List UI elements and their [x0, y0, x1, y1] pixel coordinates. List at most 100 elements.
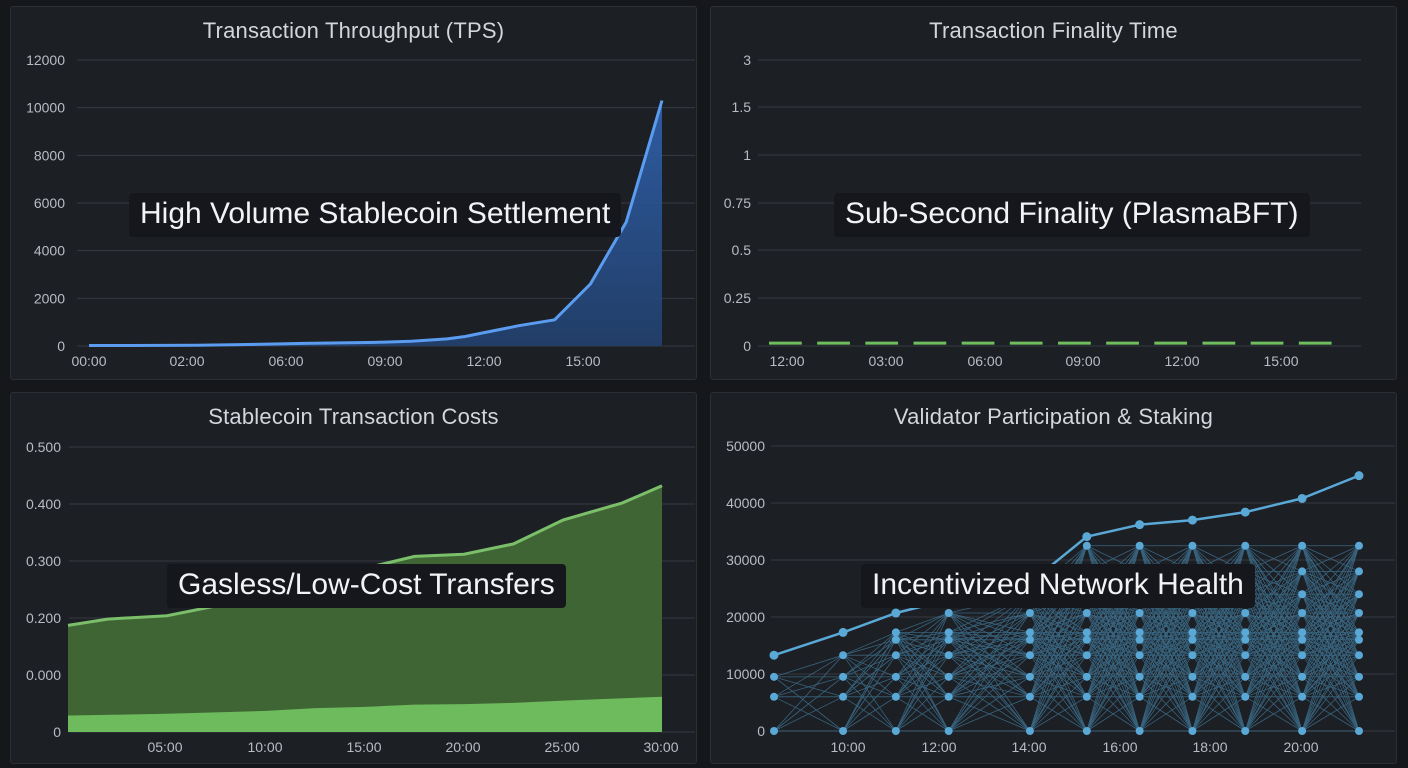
data-point	[1354, 471, 1364, 481]
node-point	[1082, 541, 1091, 550]
overlay-label: Incentivized Network Health	[861, 564, 1255, 608]
x-tick-label: 12:00	[466, 353, 501, 369]
node-point	[1355, 609, 1363, 618]
y-tick-label: 50000	[726, 438, 765, 454]
x-tick-label: 09:00	[1065, 353, 1100, 369]
node-point	[1025, 651, 1034, 660]
node-point	[891, 692, 900, 701]
node-point	[944, 692, 953, 701]
data-point	[1135, 520, 1145, 530]
y-tick-label: 2000	[34, 290, 65, 306]
node-point	[1298, 635, 1307, 644]
node-point	[1241, 651, 1250, 660]
node-point	[1188, 635, 1197, 644]
node-point	[1082, 635, 1091, 644]
node-point	[891, 651, 900, 660]
node-point	[1135, 727, 1144, 735]
data-point	[1297, 493, 1307, 503]
y-tick-label: 0.75	[724, 195, 751, 211]
x-tick-label: 10:00	[247, 739, 282, 755]
y-tick-label: 1	[743, 147, 751, 163]
x-tick-label: 15:00	[1263, 353, 1298, 369]
costs-chart: 0 0.000 0.200 0.300 0.400 0.500 05:00 10:00 15:0…	[26, 439, 695, 755]
node-point	[1241, 635, 1250, 644]
y-tick-label: 0.400	[26, 496, 61, 512]
panel-title: Stablecoin Transaction Costs	[208, 404, 499, 429]
node-point	[839, 672, 848, 681]
finality-panel: Transaction Finality Time 0 0.25 0.5 0.75 1 1…	[710, 6, 1397, 380]
node-point	[891, 672, 900, 681]
node-point	[1135, 692, 1144, 701]
data-point	[891, 608, 901, 618]
x-tick-label: 12:00	[769, 353, 804, 369]
y-tick-label: 0	[757, 723, 765, 739]
validator-panel: Validator Participation & Staking 0 10000…	[710, 392, 1397, 764]
node-point	[1025, 692, 1034, 701]
node-point	[1298, 727, 1307, 735]
node-point	[1355, 692, 1363, 701]
y-tick-label: 0.25	[724, 290, 751, 306]
y-tick-label: 10000	[26, 100, 65, 116]
y-tick-label: 20000	[726, 609, 765, 625]
node-point	[891, 727, 900, 735]
data-point	[1187, 515, 1197, 525]
y-tick-label: 0.200	[26, 610, 61, 626]
y-tick-label: 10000	[726, 666, 765, 682]
node-point	[1082, 609, 1091, 618]
node-point	[770, 727, 778, 735]
y-tick-label: 1.5	[732, 99, 752, 115]
y-tick-label: 0	[57, 338, 65, 354]
series-area	[89, 100, 662, 346]
x-tick-label: 15:00	[346, 739, 381, 755]
y-tick-label: 3	[743, 52, 751, 68]
node-point	[839, 692, 848, 701]
node-point	[1241, 692, 1250, 701]
node-point	[891, 628, 900, 637]
node-point	[1241, 609, 1250, 618]
overlay-label: Gasless/Low-Cost Transfers	[167, 564, 566, 608]
node-point	[1355, 567, 1363, 576]
data-point	[1082, 532, 1092, 542]
panel-title: Transaction Throughput (TPS)	[202, 18, 505, 43]
overlay-label: Sub-Second Finality (PlasmaBFT)	[834, 193, 1310, 237]
node-point	[1241, 541, 1250, 550]
node-point	[1188, 672, 1197, 681]
node-point	[1135, 541, 1144, 550]
costs-panel: Stablecoin Transaction Costs 0 0.000 0.200…	[10, 392, 697, 764]
node-point	[1241, 628, 1250, 637]
y-tick-label: 0.000	[26, 667, 61, 683]
data-point	[1240, 507, 1250, 517]
x-tick-label: 20:00	[445, 739, 480, 755]
node-point	[1135, 609, 1144, 618]
node-point	[1241, 727, 1250, 735]
x-tick-label: 00:00	[71, 353, 106, 369]
node-point	[1082, 727, 1091, 735]
node-point	[1135, 672, 1144, 681]
y-tick-label: 30000	[726, 552, 765, 568]
node-point	[1082, 692, 1091, 701]
node-point	[1298, 692, 1307, 701]
x-tick-label: 14:00	[1011, 739, 1046, 755]
y-tick-label: 0.300	[26, 553, 61, 569]
overlay-label: High Volume Stablecoin Settlement	[129, 193, 622, 237]
node-point	[1355, 672, 1363, 681]
node-point	[1188, 651, 1197, 660]
x-tick-label: 30:00	[643, 739, 678, 755]
x-tick-label: 10:00	[830, 739, 865, 755]
y-tick-label: 12000	[26, 52, 65, 68]
y-tick-label: 4000	[34, 243, 65, 259]
node-point	[1355, 727, 1363, 735]
throughput-panel: Transaction Throughput (TPS) 0 2000 4000 60…	[10, 6, 697, 380]
finality-chart: 0 0.25 0.5 0.75 1 1.5 3 12:00 03:00 06:00 09:00 12:…	[724, 52, 1361, 369]
x-tick-label: 05:00	[147, 739, 182, 755]
series-area-upper	[68, 485, 662, 732]
node-point	[1241, 672, 1250, 681]
y-tick-label: 0	[743, 338, 751, 354]
node-point	[1025, 609, 1034, 618]
node-point	[1135, 635, 1144, 644]
node-point	[839, 727, 848, 735]
node-point	[1188, 727, 1197, 735]
node-point	[1298, 628, 1307, 637]
series-line	[89, 100, 664, 347]
y-tick-label: 0.500	[26, 439, 61, 455]
